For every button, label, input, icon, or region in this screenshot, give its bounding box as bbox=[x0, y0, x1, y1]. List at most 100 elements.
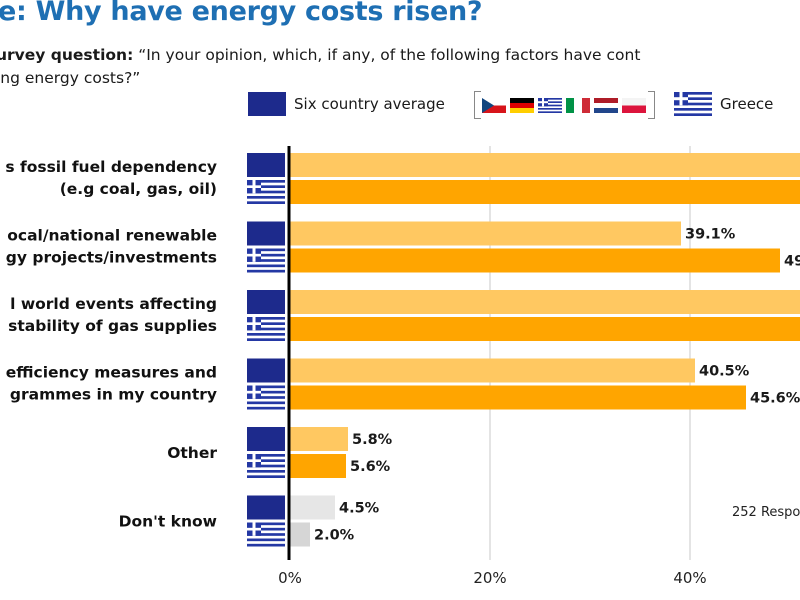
greek-flag-stripe bbox=[247, 325, 285, 328]
greek-flag-stripe bbox=[247, 330, 285, 333]
dutch-flag-icon bbox=[594, 98, 618, 113]
greek-flag-cross bbox=[247, 322, 261, 325]
bar-value-label: 39.1% bbox=[685, 227, 736, 243]
greek-flag-stripe bbox=[247, 319, 285, 323]
bar-value-label: 40.5% bbox=[699, 364, 750, 380]
six-country-bar bbox=[290, 427, 348, 451]
legend-greece-label: Greece bbox=[720, 95, 774, 113]
x-tick-label: 0% bbox=[278, 569, 302, 587]
six-country-row-icon bbox=[247, 358, 285, 383]
greece-bar bbox=[290, 385, 746, 410]
greece-bar bbox=[290, 522, 310, 547]
greek-flag-stripe bbox=[247, 261, 285, 265]
greece-bar bbox=[290, 317, 800, 341]
six-country-bar bbox=[290, 290, 800, 314]
greek-flag-cross bbox=[247, 459, 261, 462]
greek-flag-icon bbox=[247, 454, 285, 478]
six-country-row-icon bbox=[247, 221, 285, 246]
greek-flag-stripe bbox=[247, 472, 285, 476]
czech-flag-icon bbox=[482, 98, 506, 113]
category-label: (e.g coal, gas, oil) bbox=[60, 180, 217, 198]
category-label: efficiency measures and bbox=[6, 364, 217, 382]
category-label: l world events affecting bbox=[10, 295, 217, 313]
greek-flag-cross bbox=[247, 253, 261, 257]
greek-flag-stripe bbox=[247, 335, 285, 339]
greek-flag-cross bbox=[247, 185, 261, 188]
bar-value-label: 5.6% bbox=[350, 459, 391, 475]
greek-flag-stripe bbox=[247, 188, 285, 191]
greek-flag-stripe bbox=[247, 398, 285, 402]
chart-title: e: Why have energy costs risen? bbox=[0, 0, 483, 27]
greece-bar bbox=[290, 454, 346, 478]
greek-flag-stripe bbox=[247, 182, 285, 186]
six-country-bar bbox=[290, 358, 695, 383]
six-country-bar bbox=[290, 153, 800, 177]
greek-flag-icon bbox=[247, 248, 285, 273]
category-label: stability of gas supplies bbox=[8, 317, 217, 335]
greek-flag-stripe bbox=[247, 388, 285, 391]
greek-flag-icon bbox=[247, 180, 285, 204]
legend-bracket-right bbox=[648, 91, 655, 119]
legend: Six country average Greece bbox=[0, 91, 800, 119]
category-label: ocal/national renewable bbox=[7, 227, 217, 245]
bar-value-label: 49 bbox=[784, 254, 800, 270]
bar-value-label: 45.6% bbox=[750, 391, 800, 407]
bar-value-label: 2.0% bbox=[314, 528, 355, 544]
bars-group bbox=[290, 153, 800, 547]
category-label: s fossil fuel dependency bbox=[5, 158, 217, 176]
greek-flag-stripe bbox=[247, 530, 285, 534]
category-label: Don't know bbox=[119, 513, 217, 531]
greece-bar bbox=[290, 248, 780, 273]
six-country-row-icon bbox=[247, 427, 285, 451]
greek-flag-stripe bbox=[247, 267, 285, 270]
greek-flag-stripe bbox=[247, 456, 285, 460]
six-country-bar bbox=[290, 495, 335, 520]
bar-value-label: 4.5% bbox=[339, 501, 380, 517]
greek-flag-icon bbox=[247, 317, 285, 341]
greek-flag-icon bbox=[247, 522, 285, 547]
x-tick-label: 20% bbox=[473, 569, 506, 587]
greek-flag-stripe bbox=[247, 256, 285, 260]
bar-value-label: 5.8% bbox=[352, 432, 393, 448]
legend-bracket-left bbox=[474, 91, 481, 119]
greek-flag-stripe bbox=[247, 198, 285, 202]
italian-flag-icon bbox=[566, 98, 590, 113]
survey-question: urvey question: “In your opinion, which,… bbox=[0, 44, 800, 90]
gridlines bbox=[489, 146, 691, 560]
six-country-row-icon bbox=[247, 290, 285, 314]
greece-bar bbox=[290, 180, 800, 204]
greek-flag-stripe bbox=[247, 467, 285, 470]
greek-flag-icon bbox=[538, 98, 562, 113]
category-label: gy projects/investments bbox=[6, 249, 217, 267]
row-flags-group bbox=[247, 153, 285, 547]
greek-flag-stripe bbox=[247, 541, 285, 544]
german-flag-icon bbox=[510, 98, 534, 113]
responses-note: 252 Respo bbox=[732, 505, 800, 520]
six-country-swatch-icon bbox=[248, 92, 286, 116]
x-tick-label: 40% bbox=[673, 569, 706, 587]
six-country-bar bbox=[290, 221, 681, 246]
greek-flag-cross bbox=[247, 390, 261, 394]
category-label: Other bbox=[167, 444, 217, 462]
x-axis-ticks: 0% 20% 40% bbox=[278, 569, 707, 587]
category-labels-group: s fossil fuel dependency (e.g coal, gas, … bbox=[5, 158, 217, 531]
greek-flag-stripe bbox=[247, 535, 285, 539]
question-text-line2: ing energy costs?” bbox=[0, 69, 141, 87]
question-label: urvey question: bbox=[0, 46, 134, 64]
greek-flag-stripe bbox=[247, 462, 285, 465]
question-text-line1: “In your opinion, which, if any, of the … bbox=[133, 46, 641, 64]
greek-flag-stripe bbox=[247, 193, 285, 196]
greek-flag-stripe bbox=[247, 525, 285, 528]
greek-flag-stripe bbox=[247, 404, 285, 407]
six-country-row-icon bbox=[247, 495, 285, 520]
legend-six-country-label: Six country average bbox=[294, 95, 445, 113]
greek-flag-stripe bbox=[247, 251, 285, 254]
greek-flag-icon bbox=[247, 385, 285, 410]
labels-group: 39.1% 49 40.5%45.6% 5.8% 5.6% 4.5% 2.0% bbox=[314, 227, 800, 544]
greek-flag-cross bbox=[247, 527, 261, 531]
polish-flag-icon bbox=[622, 98, 646, 113]
six-country-row-icon bbox=[247, 153, 285, 177]
greek-flag-stripe bbox=[247, 393, 285, 397]
greece-legend-flag-icon bbox=[674, 92, 712, 116]
